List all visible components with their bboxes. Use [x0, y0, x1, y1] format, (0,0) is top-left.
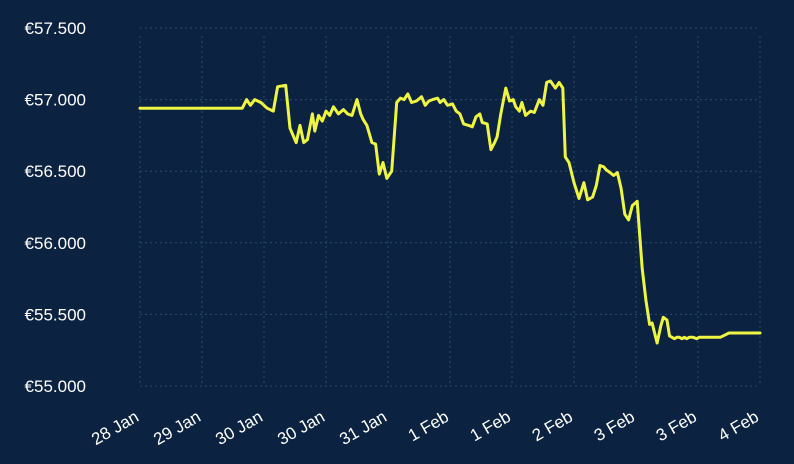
- y-tick-label: €55.000: [25, 377, 86, 396]
- x-axis-ticks: 28 Jan 29 Jan 30 Jan 30 Jan 31 Jan 1 Feb 1 Feb…: [88, 407, 762, 449]
- price-line: [138, 79, 762, 345]
- x-tick-label: 3 Feb: [653, 407, 700, 445]
- x-tick-label: 3 Feb: [591, 407, 638, 445]
- x-tick-label: 2 Feb: [529, 407, 576, 445]
- x-tick-label: 1 Feb: [467, 407, 514, 445]
- y-tick-label: €57.500: [25, 19, 86, 38]
- y-tick-label: €55.500: [25, 305, 86, 324]
- x-tick-label: 31 Jan: [336, 407, 390, 449]
- x-tick-label: 29 Jan: [150, 407, 204, 449]
- x-tick-label: 4 Feb: [715, 407, 762, 445]
- y-tick-label: €56.000: [25, 234, 86, 253]
- x-tick-label: 1 Feb: [405, 407, 452, 445]
- y-tick-label: €56.500: [25, 162, 86, 181]
- x-tick-label: 30 Jan: [274, 407, 328, 449]
- y-axis-ticks: €55.000 €55.500 €56.000 €56.500 €57.000 €57.5…: [25, 19, 86, 396]
- grid: [139, 27, 761, 387]
- series-layer: [138, 79, 762, 345]
- y-tick-label: €57.000: [25, 91, 86, 110]
- x-tick-label: 30 Jan: [212, 407, 266, 449]
- x-tick-label: 28 Jan: [88, 407, 142, 449]
